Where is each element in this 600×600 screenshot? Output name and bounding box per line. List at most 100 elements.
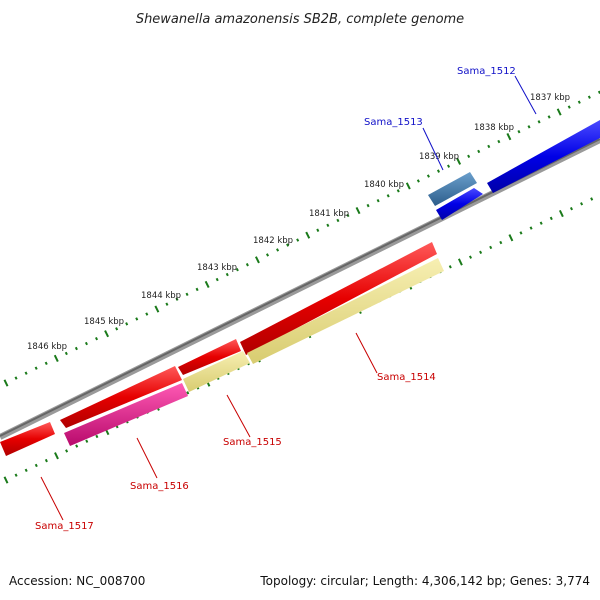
gene-label-sama-1512: Sama_1512 (457, 66, 516, 77)
tick-label-1846: 1846 kbp (27, 342, 67, 352)
tick-mark (456, 157, 462, 165)
tick-mark (558, 209, 564, 218)
tick-mark (24, 371, 28, 375)
tick-mark (115, 327, 119, 331)
tick-mark (590, 197, 594, 201)
tick-mark (235, 267, 239, 272)
tick-mark (479, 250, 483, 254)
tick-mark (125, 322, 129, 326)
tick-mark (95, 336, 99, 341)
tick-mark (64, 351, 68, 356)
tick-mark (346, 213, 350, 218)
tick-mark (95, 434, 99, 439)
tick-mark (396, 189, 400, 193)
tick-label-1840: 1840 kbp (364, 180, 404, 190)
tick-mark (53, 354, 59, 362)
gene-sama-1513-feature[interactable] (428, 172, 477, 206)
tick-mark (215, 277, 219, 282)
gene-sama-1512-cds[interactable] (487, 120, 600, 193)
tick-mark (405, 182, 411, 190)
gene-label-sama-1516: Sama_1516 (130, 481, 189, 492)
tick-mark (519, 231, 523, 235)
tick-mark (580, 202, 584, 206)
tick-mark (506, 133, 512, 141)
tick-mark (539, 221, 543, 225)
gene-sama-1516-feature[interactable] (64, 383, 188, 446)
tick-mark (336, 218, 340, 223)
tick-mark (104, 330, 110, 338)
tick-mark (74, 346, 78, 351)
tick-mark (85, 439, 89, 443)
tick-mark (529, 226, 533, 230)
tick-mark (305, 231, 311, 239)
tick-mark (44, 458, 48, 463)
gene-labels: Sama_1512 Sama_1513 Sama_1514 Sama_1515 … (35, 66, 516, 532)
tick-mark (587, 95, 591, 99)
tick-mark (468, 255, 473, 259)
tick-mark (75, 444, 79, 448)
tick-mark (255, 256, 260, 264)
tick-mark (497, 139, 501, 144)
tick-mark (436, 169, 441, 173)
tick-mark (489, 245, 493, 250)
tick-label-1837: 1837 kbp (530, 93, 570, 103)
tick-mark (487, 144, 491, 149)
tick-mark (276, 248, 280, 252)
tick-mark (577, 100, 581, 104)
gene-sama-1515-cds[interactable] (178, 339, 241, 375)
accession-text: Accession: NC_008700 (9, 574, 146, 588)
tick-mark (556, 108, 562, 116)
tick-mark (24, 468, 28, 473)
tick-mark (225, 272, 229, 277)
forward-features (428, 120, 600, 220)
tick-mark (54, 452, 59, 460)
outer-tick-ring (3, 90, 600, 387)
tick-mark (326, 223, 330, 228)
tick-mark (316, 228, 320, 232)
gene-sama-1514-cds[interactable] (240, 242, 437, 355)
tick-mark (84, 341, 88, 346)
tick-mark (14, 376, 18, 380)
tick-mark (537, 120, 541, 124)
genome-summary-text: Topology: circular; Length: 4,306,142 bp… (260, 574, 590, 588)
tick-label-1842: 1842 kbp (253, 236, 293, 246)
map-title: Shewanella amazonensis SB2B, complete ge… (136, 12, 464, 27)
tick-mark (296, 238, 300, 242)
tick-label-1843: 1843 kbp (197, 263, 237, 273)
tick-mark (508, 234, 514, 242)
kbp-labels: 1837 kbp 1838 kbp 1839 kbp 1840 kbp 1841… (27, 93, 570, 352)
tick-mark (386, 194, 390, 198)
gene-sama-1513-cds[interactable] (436, 188, 483, 220)
tick-mark (376, 198, 380, 203)
gene-sama-1517-cds[interactable] (0, 422, 55, 456)
tick-mark (195, 287, 199, 292)
tick-mark (355, 206, 361, 215)
gene-label-sama-1517: Sama_1517 (35, 521, 94, 532)
tick-mark (204, 280, 210, 289)
tick-label-1844: 1844 kbp (141, 291, 181, 301)
tick-mark (517, 130, 521, 134)
leader-lines (40, 75, 537, 521)
tick-mark (185, 292, 189, 297)
tick-mark (135, 317, 139, 321)
tick-mark (467, 154, 471, 159)
gene-sama-1515-feature[interactable] (183, 351, 250, 392)
tick-mark (3, 379, 9, 387)
tick-mark (3, 476, 9, 484)
tick-mark (154, 305, 160, 313)
tick-mark (65, 449, 69, 453)
tick-mark (527, 125, 531, 129)
tick-label-1838: 1838 kbp (474, 123, 514, 133)
tick-mark (175, 297, 179, 301)
gene-label-sama-1513: Sama_1513 (364, 117, 423, 128)
gene-sama-1514-feature[interactable] (247, 258, 444, 364)
tick-mark (265, 253, 270, 257)
tick-mark (186, 391, 190, 395)
tick-mark (499, 240, 503, 245)
tick-mark (447, 164, 451, 168)
gene-sama-1516-cds[interactable] (60, 366, 182, 428)
tick-label-1841: 1841 kbp (309, 209, 349, 219)
tick-mark (14, 473, 18, 477)
gene-label-sama-1515: Sama_1515 (223, 437, 282, 448)
tick-mark (567, 105, 571, 109)
